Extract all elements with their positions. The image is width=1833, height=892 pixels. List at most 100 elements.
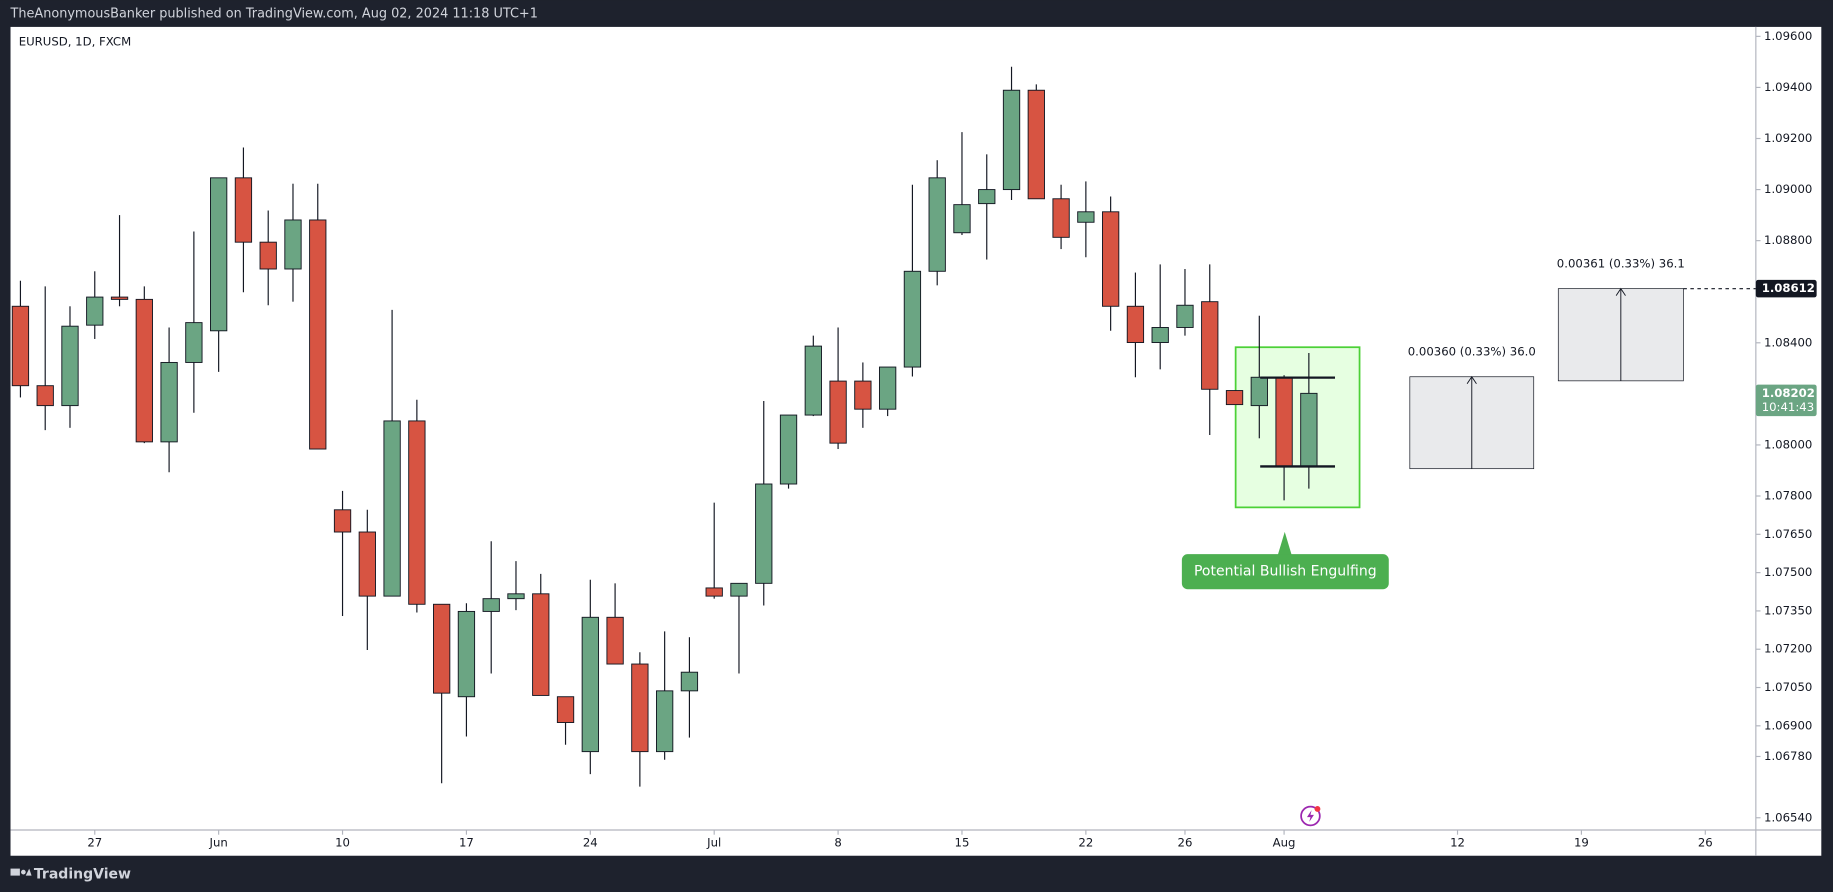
x-tick-label: 17 xyxy=(459,835,474,849)
candle-body xyxy=(11,305,30,387)
candle-body xyxy=(185,322,203,363)
candle-body xyxy=(878,366,897,410)
candle-body xyxy=(210,177,228,332)
y-tick-label: 1.07800 xyxy=(1764,489,1812,503)
x-tick-label: 26 xyxy=(1178,835,1193,849)
y-tick-label: 1.09000 xyxy=(1764,182,1812,196)
candle-body xyxy=(1126,305,1145,344)
candle-body xyxy=(86,296,104,326)
candle-body xyxy=(829,380,847,444)
candle-body xyxy=(135,298,153,443)
candle-body xyxy=(284,219,302,270)
candle-body xyxy=(408,420,426,605)
y-tick-label: 1.08000 xyxy=(1764,437,1812,451)
x-tick-label: Jun xyxy=(209,835,228,849)
candle-body xyxy=(1101,211,1120,307)
measure-label: 0.00360 (0.33%) 36.0 xyxy=(1408,345,1536,359)
candle-body xyxy=(61,325,79,407)
candle-body xyxy=(581,616,599,753)
candle-body xyxy=(953,204,971,234)
candle-body xyxy=(755,483,773,584)
last-price-label: 1.08202 xyxy=(1762,386,1815,400)
candle-body xyxy=(656,690,674,753)
candle-body xyxy=(928,177,946,272)
x-tick-label: 8 xyxy=(834,835,841,849)
candle-body xyxy=(1275,376,1293,467)
y-tick-label: 1.06900 xyxy=(1764,718,1812,732)
y-tick-label: 1.09200 xyxy=(1764,131,1812,145)
candle-body xyxy=(507,593,525,600)
candle-body xyxy=(333,509,352,533)
candle-body xyxy=(259,241,277,270)
candle-body xyxy=(110,296,129,300)
measure-arrowhead xyxy=(1466,375,1477,385)
candle-body xyxy=(309,219,327,450)
x-tick-label: 15 xyxy=(955,835,970,849)
candle-body xyxy=(36,385,54,407)
x-tick-label: Aug xyxy=(1273,835,1296,849)
candle-body xyxy=(532,593,550,696)
candle-body xyxy=(160,361,178,443)
countdown-label: 10:41:43 xyxy=(1762,400,1815,414)
y-tick-label: 1.07650 xyxy=(1764,527,1812,541)
candle-body xyxy=(680,671,699,692)
x-tick-label: 26 xyxy=(1698,835,1713,849)
candle-body xyxy=(631,663,649,753)
candle-body xyxy=(705,587,723,597)
candle-body xyxy=(433,603,451,694)
measure-arrowhead xyxy=(1615,287,1626,296)
callout-box xyxy=(1181,554,1389,590)
candle-body xyxy=(779,414,798,485)
footer-brand: TradingView xyxy=(34,866,131,882)
y-tick-label: 1.09400 xyxy=(1764,80,1812,94)
candle-body xyxy=(482,598,500,612)
candle-body xyxy=(1176,304,1194,328)
candle-body xyxy=(1250,376,1268,407)
callout-text: Potential Bullish Engulfing xyxy=(1194,564,1377,580)
x-tick-label: 19 xyxy=(1574,835,1589,849)
candle-body xyxy=(1225,390,1244,406)
y-tick-label: 1.08400 xyxy=(1764,335,1812,349)
x-tick-label: 24 xyxy=(583,835,598,849)
tradingview-logo xyxy=(10,868,32,876)
x-tick-label: 22 xyxy=(1078,835,1093,849)
candle-body xyxy=(1027,89,1045,200)
x-tick-label: 10 xyxy=(335,835,350,849)
candle-body xyxy=(1300,392,1318,467)
candle-body xyxy=(804,345,822,416)
y-tick-label: 1.07050 xyxy=(1764,680,1812,694)
y-tick-label: 1.06540 xyxy=(1764,810,1812,824)
header: TheAnonymousBanker published on TradingV… xyxy=(10,7,538,22)
candle-body xyxy=(606,616,624,665)
x-tick-label: 12 xyxy=(1450,835,1465,849)
symbol-title: EURUSD, 1D, FXCM xyxy=(19,35,131,49)
candle-body xyxy=(903,270,922,368)
candle-body xyxy=(234,177,253,243)
candle-body xyxy=(1052,198,1070,238)
alert-icon xyxy=(1300,805,1321,827)
y-tick-label: 1.08800 xyxy=(1764,233,1812,247)
y-tick-label: 1.07500 xyxy=(1764,565,1812,579)
candle-body xyxy=(1077,211,1095,223)
y-tick-label: 1.09600 xyxy=(1764,29,1812,43)
y-tick-label: 1.07200 xyxy=(1764,642,1812,656)
y-tick-label: 1.06780 xyxy=(1764,749,1812,763)
last-price-bg xyxy=(1755,384,1817,417)
x-tick-label: 27 xyxy=(87,835,102,849)
candle-body xyxy=(1151,327,1169,344)
y-tick-label: 1.07350 xyxy=(1764,603,1812,617)
candle-body xyxy=(730,582,748,597)
candle-body xyxy=(457,610,476,698)
candle-body xyxy=(854,380,872,410)
marker-price-label: 1.08612 xyxy=(1762,281,1815,295)
candle-body xyxy=(1002,89,1021,191)
marker-price-bg xyxy=(1755,279,1817,298)
chart-panel xyxy=(10,26,1822,856)
pattern-highlight xyxy=(1234,346,1361,509)
measure-label: 0.00361 (0.33%) 36.1 xyxy=(1557,257,1685,271)
candle-body xyxy=(1201,301,1219,390)
candle-body xyxy=(978,189,996,205)
candle-body xyxy=(358,531,376,597)
callout-pointer xyxy=(1277,531,1292,556)
